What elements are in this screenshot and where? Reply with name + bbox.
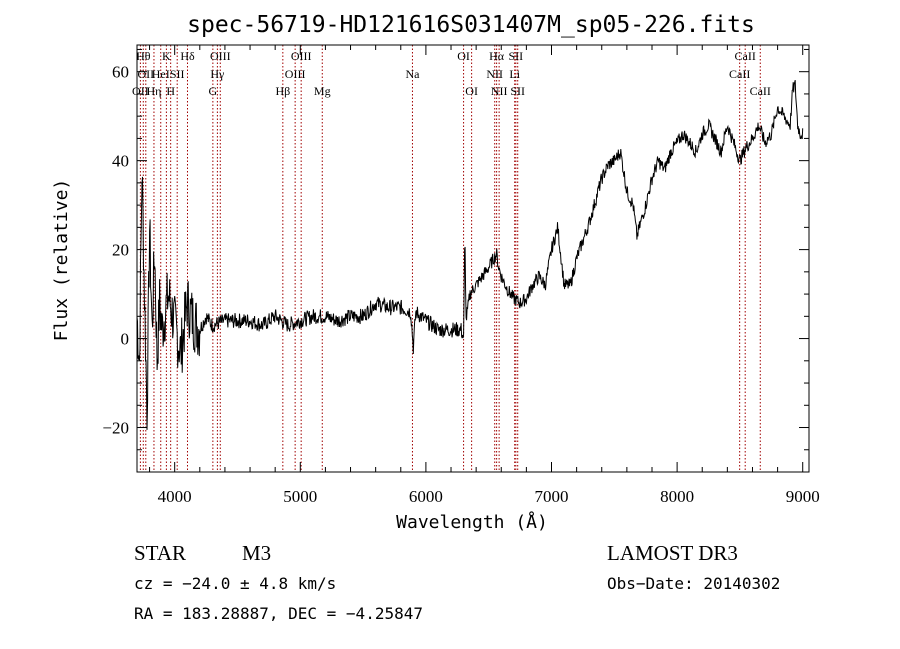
x-axis-ticks <box>149 45 804 472</box>
x-axis-tick-labels: 4000 5000 6000 7000 8000 9000 <box>158 487 820 506</box>
x-axis-label: Wavelength (Å) <box>396 511 548 533</box>
line-marker-label-4: HeI <box>152 67 170 81</box>
x-tick-label: 6000 <box>409 487 443 506</box>
line-marker-label-0: OII <box>132 84 149 98</box>
y-axis-label: Flux (relative) <box>51 179 72 342</box>
line-marker-label-13: OIII <box>285 67 306 81</box>
line-marker-label-12: Hβ <box>275 84 290 98</box>
line-marker-label-17: OI <box>457 49 470 63</box>
line-marker-label-22: Li <box>509 67 520 81</box>
line-marker-label-14: OIII <box>291 49 312 63</box>
line-marker-label-16: Na <box>405 67 420 81</box>
observation-date: Obs−Date: 20140302 <box>607 574 780 593</box>
line-marker-label-19: NII <box>486 67 503 81</box>
redshift-velocity: cz = −24.0 ± 4.8 km/s <box>134 574 336 593</box>
x-tick-label: 5000 <box>283 487 317 506</box>
line-marker-label-9: G <box>209 84 218 98</box>
x-tick-label: 8000 <box>660 487 694 506</box>
x-tick-label: 4000 <box>158 487 192 506</box>
y-tick-label: −20 <box>102 419 129 438</box>
y-tick-label: 40 <box>112 152 129 171</box>
line-marker-label-25: CaII <box>729 67 750 81</box>
chart-title: spec-56719-HD121616S031407M_sp05-226.fit… <box>187 12 755 38</box>
line-marker-label-6: H <box>166 84 175 98</box>
line-marker-label-21: NII <box>491 84 508 98</box>
line-marker-label-3: Hη <box>146 84 161 98</box>
line-marker-label-2: OII <box>137 67 154 81</box>
spectral-line-markers <box>139 45 761 472</box>
line-marker-label-11: OIII <box>210 49 231 63</box>
survey-name: LAMOST DR3 <box>607 541 738 565</box>
line-marker-label-7: SII <box>170 67 185 81</box>
plot-frame <box>136 44 810 473</box>
y-tick-label: 20 <box>112 241 129 260</box>
object-subclass: M3 <box>242 541 271 565</box>
line-marker-label-26: CaII <box>735 49 756 63</box>
x-tick-label: 9000 <box>786 487 820 506</box>
line-marker-label-18: OI <box>465 84 478 98</box>
line-marker-label-24: SII <box>510 84 525 98</box>
line-marker-label-10: Hγ <box>210 67 225 81</box>
y-axis-tick-labels: −20 0 20 40 60 <box>102 63 129 438</box>
y-tick-label: 0 <box>121 330 130 349</box>
line-marker-label-23: SII <box>508 49 523 63</box>
line-marker-label-8: Hδ <box>180 49 195 63</box>
line-marker-label-1: Hθ <box>136 49 151 63</box>
coordinates: RA = 183.28887, DEC = −4.25847 <box>134 604 423 623</box>
object-class: STAR <box>134 541 186 565</box>
line-marker-label-27: CaII <box>750 84 771 98</box>
line-marker-label-5: K <box>162 49 171 63</box>
line-marker-label-15: Mg <box>314 84 331 98</box>
y-tick-label: 60 <box>112 63 129 82</box>
flux-series-line <box>136 79 804 430</box>
y-axis-ticks <box>137 48 809 473</box>
spectral-line-labels: OIIHθOIIHηHeIKHSIIHδGHγOIIIHβOIIIOIIIMgN… <box>132 49 771 98</box>
line-marker-label-20: Hα <box>489 49 505 63</box>
x-tick-label: 7000 <box>535 487 569 506</box>
